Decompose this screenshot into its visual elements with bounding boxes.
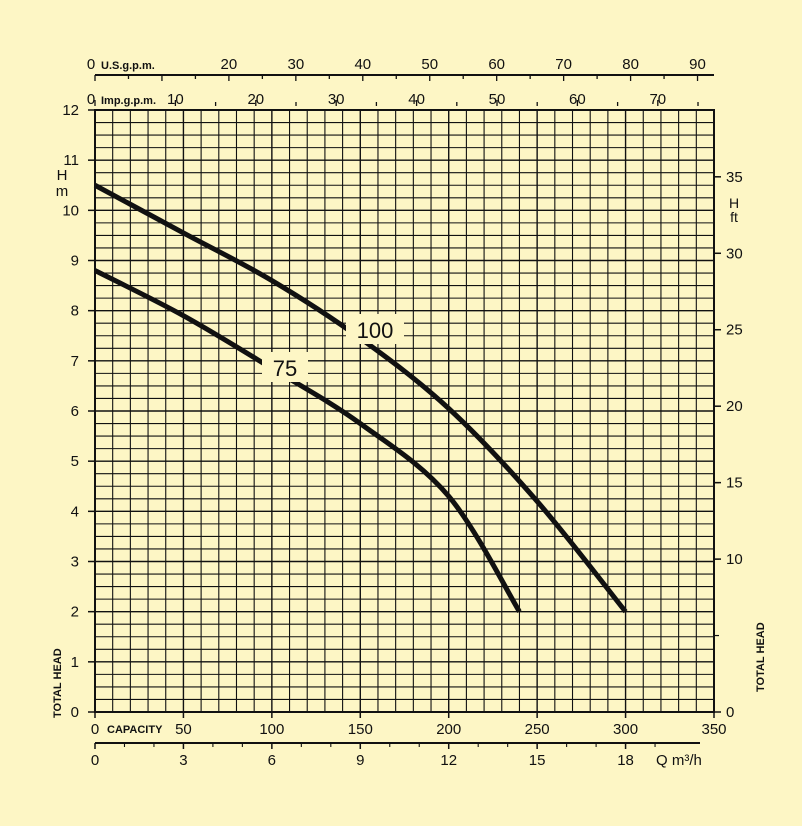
x-usgpm-tick-label: 70	[555, 56, 572, 73]
chart-grid	[94, 109, 715, 713]
x-lpm-tick-label: 200	[436, 721, 461, 738]
x-m3h-axis-title: Q m³/h	[656, 752, 702, 769]
x-m3h-tick-label: 6	[268, 752, 276, 769]
y-ft-tick-label: 35	[726, 169, 743, 186]
x-impgpm-tick-label: 50	[489, 91, 506, 108]
x-lpm-tick-label: 250	[525, 721, 550, 738]
x-m3h-tick-label: 12	[440, 752, 457, 769]
y-m-tick-label: 7	[71, 353, 79, 370]
y-m-unit-m: m	[56, 183, 69, 200]
x-usgpm-tick-label: 30	[287, 56, 304, 73]
curve-label-box-75	[262, 352, 308, 382]
x-impgpm-tick-label: 20	[247, 91, 264, 108]
y-m-tick-label: 11	[63, 152, 79, 169]
x-impgpm-axis-title: Imp.g.p.m.	[101, 95, 156, 107]
x-lpm-tick-label: 300	[613, 721, 638, 738]
x-m3h-tick-label: 3	[179, 752, 187, 769]
x-usgpm-tick-label: 60	[488, 56, 505, 73]
y-ft-tick-label: 20	[726, 398, 743, 415]
x-lpm-tick-label: 100	[259, 721, 284, 738]
y-m-tick-label: 8	[71, 303, 79, 320]
y-m-tick-label: 4	[71, 503, 79, 520]
y-ft-tick-label: 15	[726, 475, 743, 492]
x-lpm-tick-label: 0	[91, 721, 99, 738]
x-usgpm-tick-label: 50	[421, 56, 438, 73]
x-lpm-tick-label: 350	[701, 721, 726, 738]
x-impgpm-tick-label: 0	[87, 91, 95, 108]
x-m3h-tick-label: 15	[529, 752, 546, 769]
x-usgpm-tick-label: 20	[221, 56, 238, 73]
x-usgpm-axis-title: U.S.g.p.m.	[101, 60, 155, 72]
x-impgpm-tick-label: 70	[649, 91, 666, 108]
x-usgpm-tick-label: 90	[689, 56, 706, 73]
y-m-unit-h: H	[57, 167, 68, 184]
y-m-tick-label: 0	[71, 704, 79, 721]
y-m-tick-label: 2	[71, 604, 79, 621]
y-m-tick-label: 6	[71, 403, 79, 420]
y-m-tick-label: 10	[62, 202, 79, 219]
x-m3h-tick-label: 18	[617, 752, 634, 769]
y-ft-tick-label: 25	[726, 322, 743, 339]
x-usgpm-tick-label: 0	[87, 56, 95, 73]
curve-label-box-100	[346, 314, 404, 344]
y-ft-tick-label: 0	[726, 704, 734, 721]
y-ft-tick-label: 10	[726, 551, 743, 568]
x-impgpm-tick-label: 40	[408, 91, 425, 108]
y-right-axis-title: TOTAL HEAD	[755, 622, 767, 692]
y-m-tick-label: 5	[71, 453, 79, 470]
curve-75	[93, 268, 522, 613]
x-m3h-tick-label: 9	[356, 752, 364, 769]
y-left-axis-title: TOTAL HEAD	[52, 648, 64, 718]
x-usgpm-tick-label: 40	[354, 56, 371, 73]
y-m-tick-label: 1	[71, 654, 79, 671]
x-impgpm-tick-label: 60	[569, 91, 586, 108]
y-ft-unit-h: H	[729, 195, 739, 211]
chart-axes	[88, 74, 721, 749]
x-m3h-tick-label: 0	[91, 752, 99, 769]
y-m-tick-label: 12	[62, 102, 79, 119]
x-impgpm-tick-label: 30	[328, 91, 345, 108]
y-m-tick-label: 3	[71, 554, 79, 571]
x-lpm-axis-title: CAPACITY	[107, 724, 163, 736]
x-impgpm-tick-label: 10	[167, 91, 184, 108]
y-ft-tick-label: 30	[726, 245, 743, 262]
curve-label-100: 100	[357, 318, 394, 343]
x-lpm-tick-label: 50	[175, 721, 192, 738]
x-usgpm-tick-label: 80	[622, 56, 639, 73]
x-lpm-tick-label: 150	[348, 721, 373, 738]
y-m-tick-label: 9	[71, 253, 79, 270]
curve-label-75: 75	[273, 356, 297, 381]
y-ft-unit-ft: ft	[730, 209, 738, 225]
